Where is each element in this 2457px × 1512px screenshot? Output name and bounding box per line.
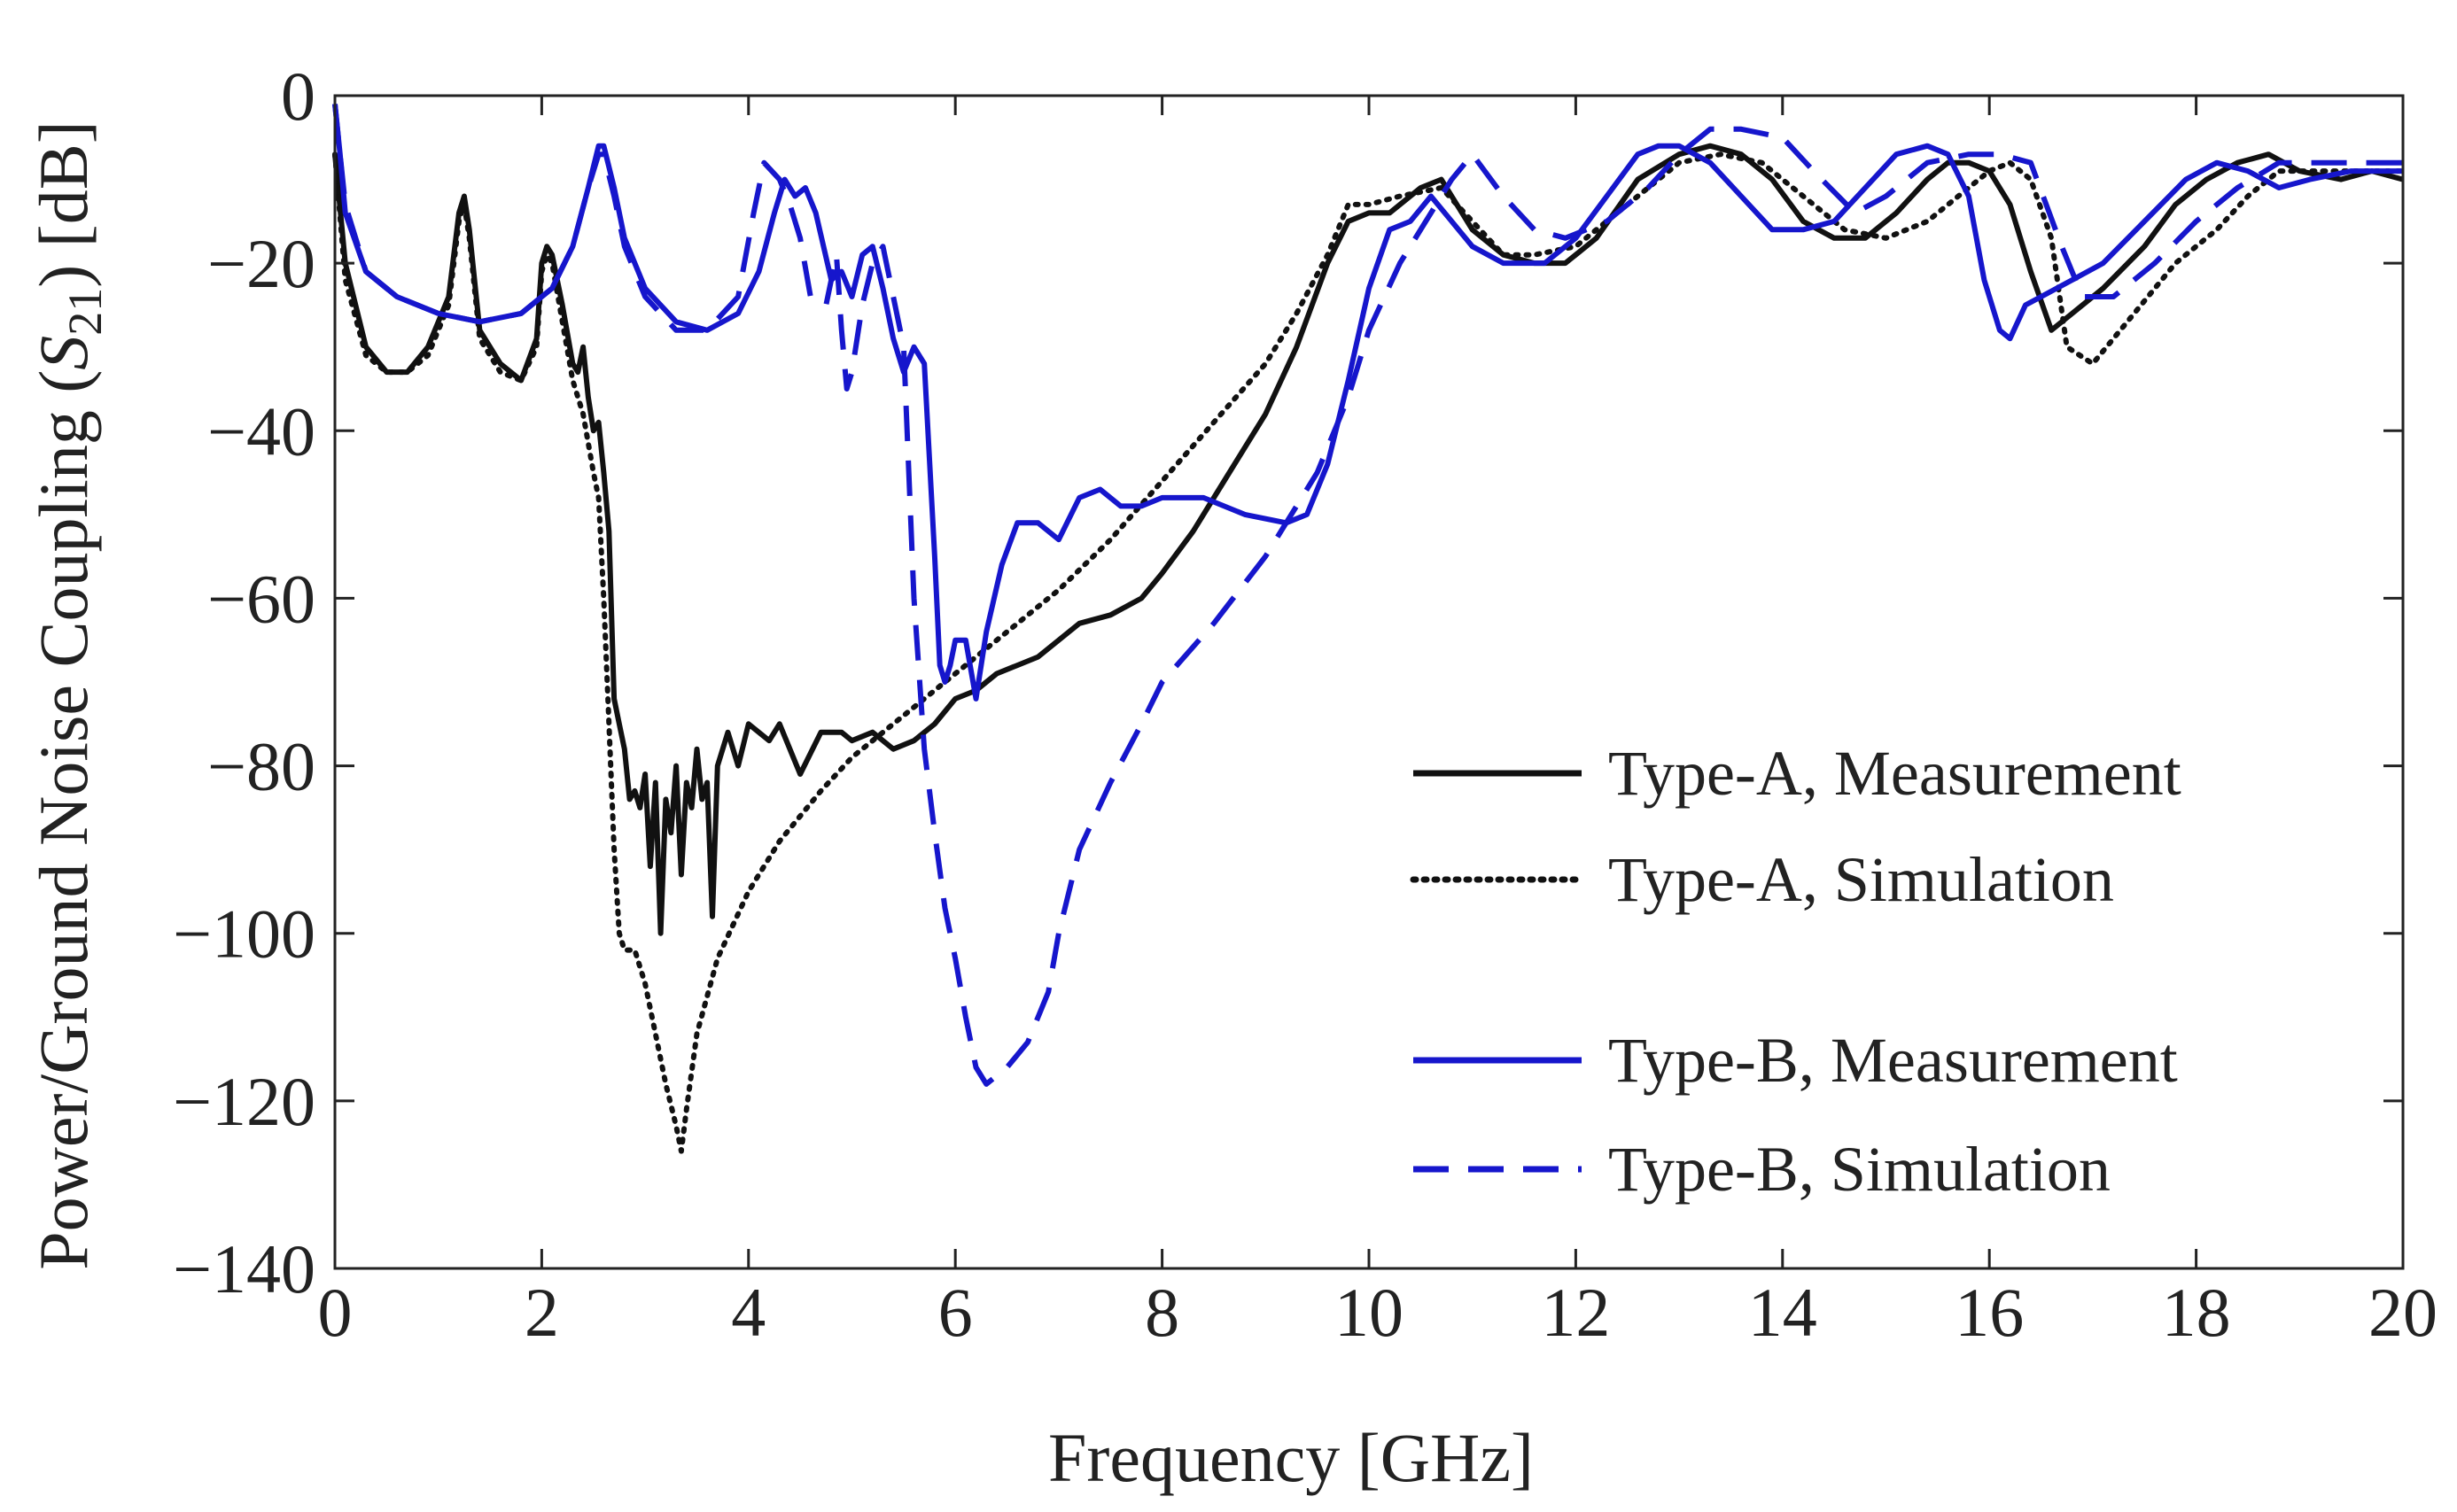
series-line-type-a-measurement bbox=[332, 143, 2404, 936]
legend: Type-A, Measurement Type-A, Simulation T… bbox=[1410, 738, 2181, 1205]
y-tick-label: −80 bbox=[207, 728, 315, 805]
x-tick-label: 10 bbox=[1334, 1274, 1403, 1351]
x-tick-label: 8 bbox=[1145, 1274, 1179, 1351]
x-tick-label: 12 bbox=[1541, 1274, 1610, 1351]
x-tick-label: 4 bbox=[731, 1274, 766, 1351]
series-group bbox=[332, 104, 2406, 1154]
series-line-type-a-simulation bbox=[332, 151, 2406, 1154]
series-line-type-b-simulation bbox=[332, 104, 2403, 1087]
series-line-type-b-measurement bbox=[332, 104, 2403, 702]
legend-label-type-a-measurement: Type-A, Measurement bbox=[1608, 738, 2181, 809]
x-axis-label: Frequency [GHz] bbox=[1048, 1419, 1534, 1496]
legend-label-type-b-measurement: Type-B, Measurement bbox=[1608, 1025, 2178, 1096]
legend-label-type-a-simulation: Type-A, Simulation bbox=[1608, 844, 2114, 915]
y-tick-label: −100 bbox=[173, 896, 315, 973]
x-tick-label: 0 bbox=[318, 1274, 353, 1351]
y-tick-label: −40 bbox=[207, 392, 315, 469]
legend-label-type-b-simulation: Type-B, Simulation bbox=[1608, 1134, 2111, 1205]
y-tick-label: −120 bbox=[173, 1063, 315, 1140]
x-tick-label: 20 bbox=[2368, 1274, 2438, 1351]
x-tick-label: 14 bbox=[1748, 1274, 1817, 1351]
x-tick-label: 18 bbox=[2162, 1274, 2231, 1351]
y-tick-label: 0 bbox=[281, 58, 315, 135]
x-tick-label: 16 bbox=[1955, 1274, 2024, 1351]
x-tick-label: 6 bbox=[938, 1274, 973, 1351]
ticks: 0 2 4 6 8 10 12 14 16 18 20 0 −20 −40 −60 −80 −100 −120 −1… bbox=[173, 58, 2438, 1351]
y-tick-label: −20 bbox=[207, 225, 315, 302]
y-tick-label: −60 bbox=[207, 560, 315, 637]
y-axis-label: Power/Ground Noise Coupling (S21) [dB] bbox=[25, 120, 112, 1270]
y-tick-label: −140 bbox=[173, 1230, 315, 1307]
x-tick-label: 2 bbox=[525, 1274, 559, 1351]
